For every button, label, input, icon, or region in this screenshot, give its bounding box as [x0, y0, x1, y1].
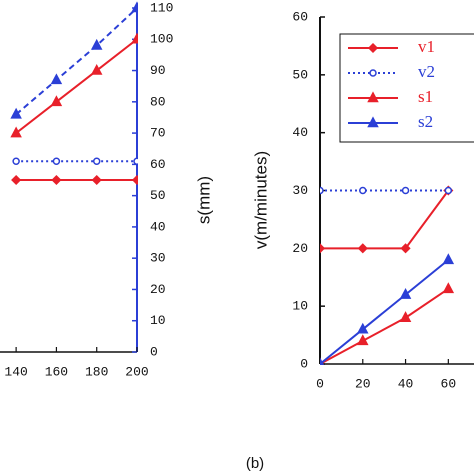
point	[320, 186, 324, 195]
legend-label: v2	[418, 62, 435, 81]
x-tick-label: 140	[4, 364, 27, 379]
y-axis-label: v(m/minutes)	[251, 151, 270, 249]
y-tick-label: 30	[292, 183, 308, 198]
x-tick-label: 180	[85, 364, 108, 379]
y-tick-label: 30	[150, 251, 166, 266]
legend-marker	[367, 42, 379, 54]
legend-label: s2	[418, 112, 433, 131]
y-tick-label: 50	[292, 67, 308, 82]
point	[52, 157, 61, 165]
point	[131, 32, 138, 44]
point	[50, 73, 63, 85]
point	[91, 174, 102, 186]
plot	[10, 1, 138, 186]
y-tick-label: 0	[150, 344, 158, 359]
x-tick-label: 200	[125, 364, 148, 379]
point	[50, 95, 63, 107]
legend-marker	[369, 69, 377, 77]
point	[320, 243, 326, 254]
point	[12, 157, 20, 165]
point	[10, 107, 22, 119]
y-tick-label: 70	[150, 126, 166, 141]
y-tick-label: 80	[150, 94, 166, 109]
series-line	[15, 38, 138, 134]
y-axis-label: s(mm)	[194, 176, 213, 224]
legend-marker	[367, 116, 379, 128]
y-tick-label: 90	[150, 63, 166, 78]
series-line	[15, 7, 138, 116]
point	[399, 311, 412, 322]
series-line	[320, 259, 449, 365]
point	[90, 63, 103, 75]
y-tick-label: 100	[150, 32, 173, 47]
y-tick-label: 60	[292, 9, 308, 24]
legend-marker	[367, 91, 379, 103]
plot	[320, 185, 455, 365]
point	[11, 174, 22, 186]
series-line	[320, 189, 450, 250]
x-tick-label: 160	[45, 364, 68, 379]
point	[357, 243, 368, 254]
point	[399, 287, 412, 299]
point	[92, 157, 101, 165]
series-line	[320, 287, 449, 365]
point	[131, 174, 138, 186]
caption: (b)	[246, 455, 264, 472]
y-tick-label: 40	[150, 219, 166, 234]
point	[357, 334, 369, 346]
x-tick-label: 0	[316, 376, 324, 391]
point	[442, 253, 455, 265]
y-tick-label: 60	[150, 157, 166, 172]
point	[90, 38, 103, 50]
y-tick-label: 0	[300, 356, 308, 371]
point	[444, 186, 453, 195]
x-tick-label: 20	[355, 376, 371, 391]
point	[357, 322, 369, 334]
y-tick-label: 110	[150, 0, 173, 15]
y-tick-label: 40	[292, 125, 308, 140]
point	[51, 174, 62, 186]
legend-label: s1	[418, 87, 433, 106]
y-tick-label: 10	[292, 299, 308, 314]
point	[320, 357, 325, 365]
point	[10, 126, 22, 138]
point	[400, 243, 411, 254]
y-tick-label: 20	[150, 282, 166, 297]
point	[442, 282, 455, 294]
x-tick-label: 60	[441, 376, 457, 391]
y-tick-label: 10	[150, 313, 166, 328]
y-tick-label: 20	[292, 241, 308, 256]
point	[133, 157, 138, 165]
legend-box	[339, 33, 474, 143]
x-tick-label: 40	[398, 376, 414, 391]
point	[359, 186, 367, 195]
point	[131, 1, 138, 13]
y-tick-label: 50	[150, 188, 166, 203]
point	[401, 186, 410, 195]
legend-label: v1	[418, 37, 435, 56]
